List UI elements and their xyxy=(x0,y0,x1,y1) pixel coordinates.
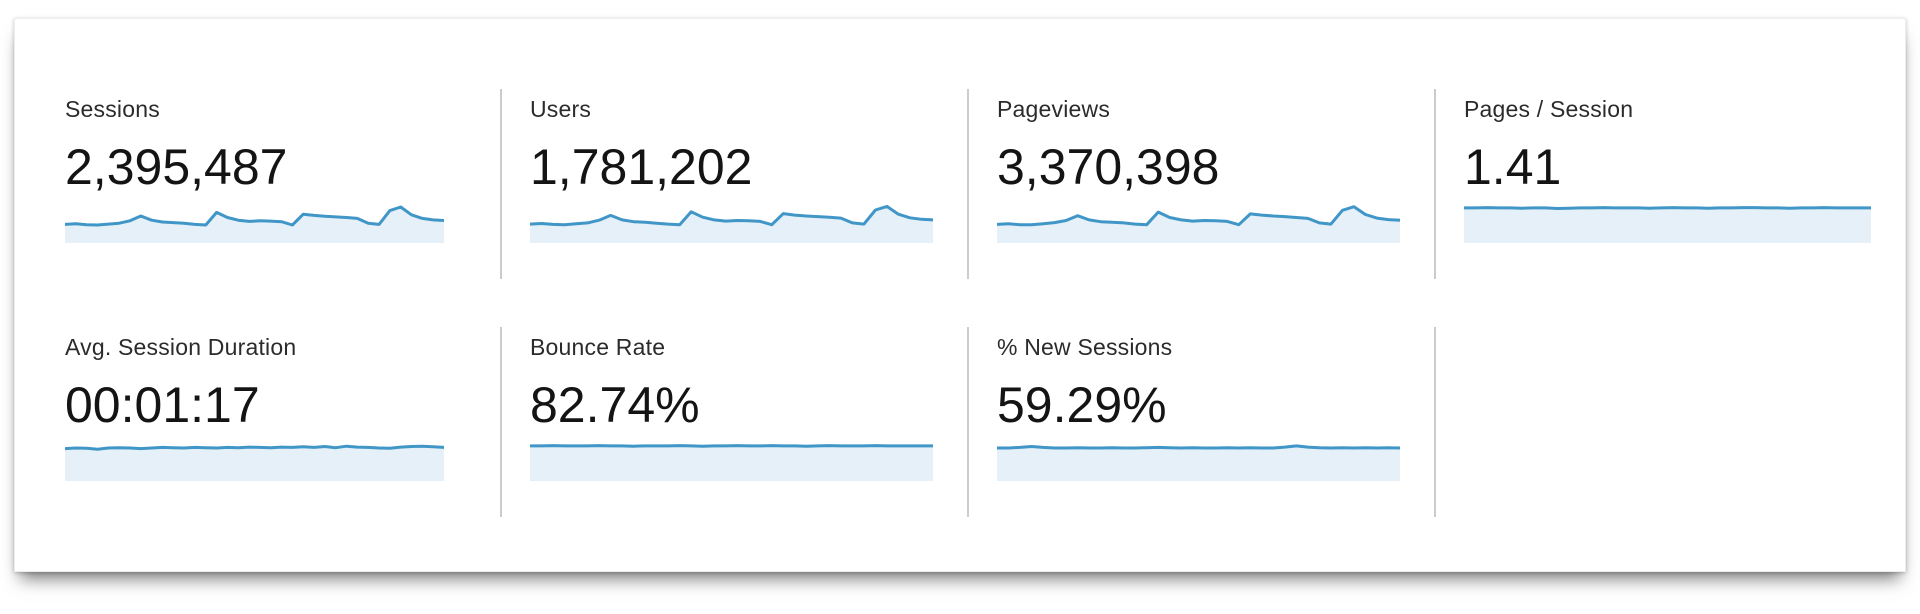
sparkline-chart xyxy=(65,201,444,243)
metric-label: Users xyxy=(530,96,592,122)
sparkline-chart xyxy=(65,439,444,481)
sparkline-chart xyxy=(1464,201,1871,243)
metric-label: Pages / Session xyxy=(1464,96,1634,122)
metric-label: Avg. Session Duration xyxy=(65,334,297,360)
metric-tile-pageviews[interactable]: Pageviews 3,370,398 xyxy=(969,89,1436,279)
sparkline-chart xyxy=(997,201,1400,243)
sparkline-chart xyxy=(997,439,1400,481)
empty-cell xyxy=(1436,327,1905,517)
metric-value: 1,781,202 xyxy=(530,139,753,195)
metric-value: 3,370,398 xyxy=(997,139,1220,195)
metric-tile-bounce-rate[interactable]: Bounce Rate 82.74% xyxy=(502,327,969,517)
metric-value: 00:01:17 xyxy=(65,377,260,433)
metric-label: Bounce Rate xyxy=(530,334,666,360)
metric-tile-percent-new-sessions[interactable]: % New Sessions 59.29% xyxy=(969,327,1436,517)
metric-label: % New Sessions xyxy=(997,334,1173,360)
metrics-grid: Sessions 2,395,487 Users 1,781,202 Pagev… xyxy=(15,89,1905,517)
metric-tile-users[interactable]: Users 1,781,202 xyxy=(502,89,969,279)
metric-value: 2,395,487 xyxy=(65,139,288,195)
metrics-summary-card: Sessions 2,395,487 Users 1,781,202 Pagev… xyxy=(14,18,1906,572)
sparkline-chart xyxy=(530,201,933,243)
metric-label: Sessions xyxy=(65,96,160,122)
sparkline-chart xyxy=(530,439,933,481)
metric-value: 82.74% xyxy=(530,377,700,433)
metric-tile-sessions[interactable]: Sessions 2,395,487 xyxy=(15,89,502,279)
metric-value: 1.41 xyxy=(1464,139,1562,195)
metric-label: Pageviews xyxy=(997,96,1111,122)
metric-value: 59.29% xyxy=(997,377,1167,433)
metric-tile-pages-per-session[interactable]: Pages / Session 1.41 xyxy=(1436,89,1905,279)
metric-tile-avg-session-duration[interactable]: Avg. Session Duration 00:01:17 xyxy=(15,327,502,517)
